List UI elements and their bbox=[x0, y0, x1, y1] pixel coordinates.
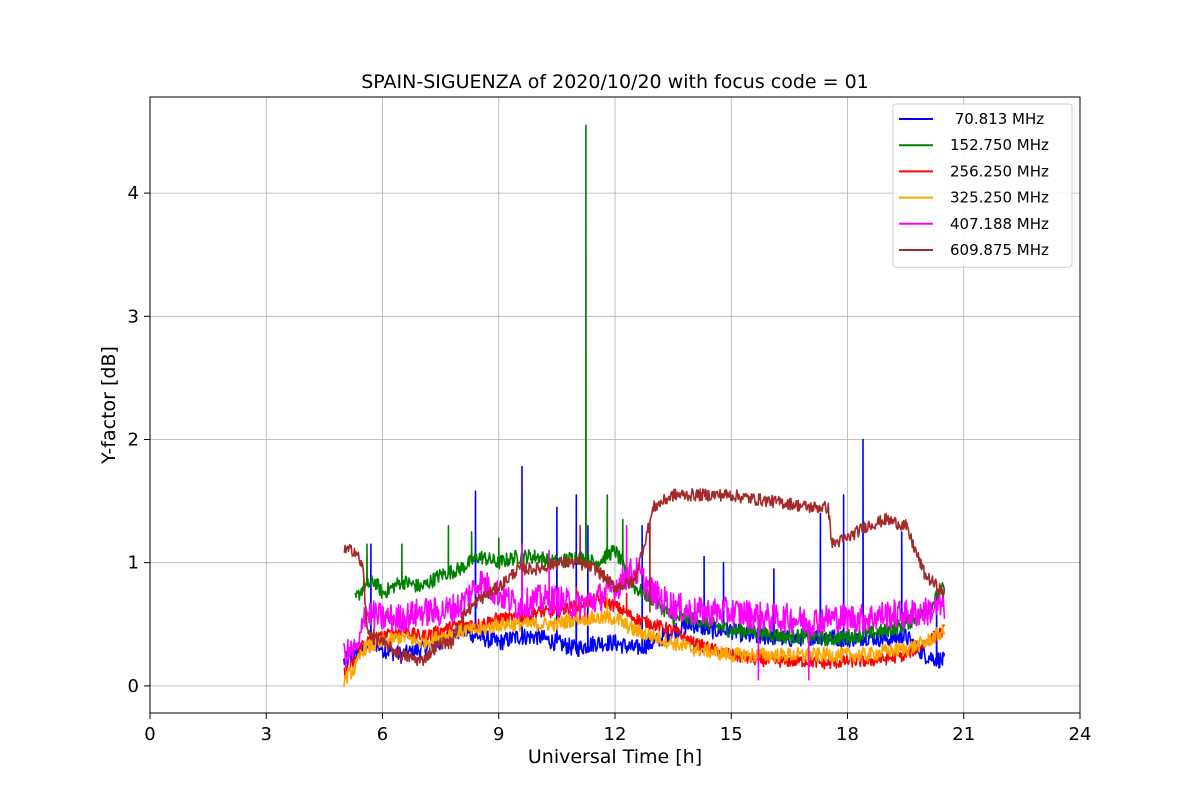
x-tick-label: 12 bbox=[604, 724, 627, 745]
series-line bbox=[343, 488, 946, 667]
x-tick-label: 6 bbox=[377, 724, 388, 745]
x-tick-label: 15 bbox=[720, 724, 743, 745]
legend-label: 70.813 MHz bbox=[950, 110, 1044, 128]
x-tick-label: 0 bbox=[144, 724, 155, 745]
legend-label: 325.250 MHz bbox=[950, 189, 1049, 207]
x-tick-label: 21 bbox=[952, 724, 975, 745]
x-tick-label: 9 bbox=[493, 724, 504, 745]
series-line bbox=[343, 592, 946, 688]
series-group bbox=[343, 124, 946, 688]
legend: 70.813 MHz 152.750 MHz 256.250 MHz 325.250 … bbox=[892, 103, 1073, 268]
y-tick-label: 2 bbox=[128, 429, 139, 450]
x-tick-label: 18 bbox=[836, 724, 859, 745]
x-tick-label: 3 bbox=[261, 724, 272, 745]
series-line bbox=[343, 524, 946, 681]
y-tick-label: 1 bbox=[128, 553, 139, 574]
x-axis-label: Universal Time [h] bbox=[528, 746, 702, 768]
y-tick-label: 3 bbox=[128, 306, 139, 327]
legend-label: 256.250 MHz bbox=[950, 162, 1049, 180]
y-tick-label: 4 bbox=[128, 183, 139, 204]
y-axis-label: Y-factor [dB] bbox=[98, 346, 120, 465]
chart-title: SPAIN-SIGUENZA of 2020/10/20 with focus … bbox=[361, 71, 869, 93]
legend-label: 407.188 MHz bbox=[950, 215, 1049, 233]
series-line bbox=[343, 586, 946, 679]
legend-box bbox=[892, 103, 1073, 268]
legend-label: 609.875 MHz bbox=[950, 241, 1049, 259]
x-tick-label: 24 bbox=[1069, 724, 1092, 745]
legend-label: 152.750 MHz bbox=[950, 136, 1049, 154]
series-line bbox=[354, 124, 946, 647]
y-tick-label: 0 bbox=[128, 676, 139, 697]
